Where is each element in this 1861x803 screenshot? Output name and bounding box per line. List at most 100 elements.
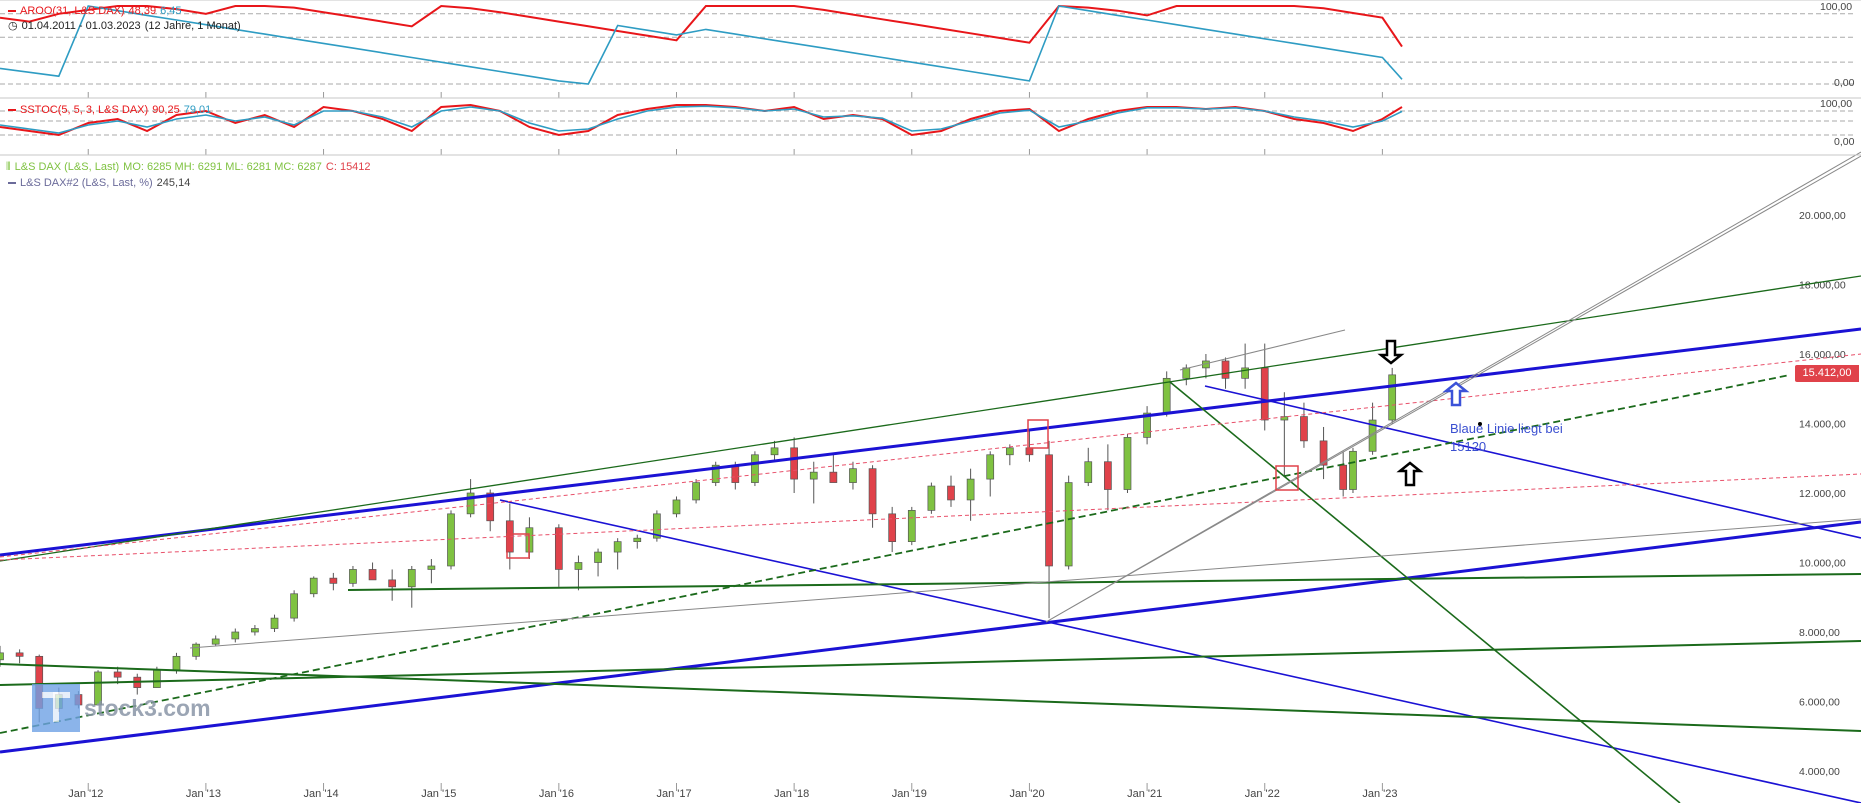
y-tick-label: 16.000,00 <box>1799 349 1846 361</box>
down-arrow-icon <box>1377 339 1405 365</box>
second-legend[interactable]: L&S DAX#2 (L&S, Last, %) 245,14 <box>8 177 194 190</box>
x-tick-label: Jan '15 <box>421 788 456 800</box>
highlight-box <box>1275 465 1299 491</box>
period-range: 01.04.2011 - 01.03.2023 <box>21 20 141 32</box>
candle-body <box>1339 464 1348 490</box>
x-tick-label: Jan '12 <box>68 788 103 800</box>
y-tick-label: 0,00 <box>1834 77 1855 89</box>
candle-body <box>172 655 181 671</box>
x-tick-label: Jan '16 <box>539 788 574 800</box>
main-label: L&S DAX (L&S, Last) <box>14 161 120 173</box>
trend-line <box>347 573 1861 591</box>
main-close: C: 15412 <box>325 161 371 173</box>
period-span: (12 Jahre, 1 Monat) <box>144 20 241 32</box>
candle-body <box>1260 367 1269 421</box>
series-line-signal <box>0 5 1403 85</box>
trend-line <box>189 518 1861 649</box>
candle-body <box>211 638 220 645</box>
highlight-box <box>506 533 530 559</box>
watermark: stock3.com <box>32 684 211 732</box>
sstoc-swatch-icon <box>8 109 16 112</box>
x-tick-label: Jan '13 <box>186 788 221 800</box>
candle-body <box>0 652 4 661</box>
x-tick-label: Jan '19 <box>892 788 927 800</box>
highlight-box <box>1027 419 1049 449</box>
aroon-label: AROO(31, L&S DAX) <box>20 5 125 17</box>
sstoc-legend[interactable]: SSTOC(5, 5, 3, L&S DAX) 90,25 79,01 <box>8 104 215 117</box>
candle-body <box>1241 367 1249 379</box>
candle-body <box>633 537 642 542</box>
trend-line <box>1204 385 1861 539</box>
second-label: L&S DAX#2 (L&S, Last, %) <box>20 177 153 189</box>
second-value: 245,14 <box>156 177 191 189</box>
candle-body <box>1300 416 1308 442</box>
candle-body <box>192 643 200 657</box>
candle-body <box>1349 450 1357 490</box>
candle-body <box>1280 416 1289 421</box>
candle-body <box>1182 367 1191 379</box>
up-arrow-icon <box>1396 461 1424 487</box>
candle-body <box>1104 461 1112 490</box>
trend-line <box>0 275 1861 562</box>
candle-body <box>613 541 622 553</box>
series-line-primary <box>0 4 1403 48</box>
y-tick-label: 20.000,00 <box>1799 210 1846 222</box>
main-ohlc: MO: 6285 MH: 6291 ML: 6281 MC: 6287 <box>123 161 322 173</box>
candle-body <box>790 447 798 480</box>
sstoc-panel: 100,00 0,00 <box>0 98 1855 155</box>
candle-body <box>907 510 916 542</box>
annotation-line-2: 15120 <box>1450 439 1487 454</box>
candle-body <box>594 551 602 563</box>
last-price-value: 15.412,00 <box>1802 367 1852 379</box>
candle-body <box>368 569 377 581</box>
trend-line <box>0 473 1861 561</box>
annotation-marker <box>1478 422 1482 426</box>
trend-line <box>0 353 1861 558</box>
candle-body <box>94 671 102 706</box>
trend-line <box>0 327 1861 557</box>
candle-body <box>270 617 279 629</box>
main-legend[interactable]: ⫴ L&S DAX (L&S, Last) MO: 6285 MH: 6291 ML… <box>6 161 375 174</box>
x-tick-label: Jan '14 <box>304 788 339 800</box>
x-tick-label: Jan '20 <box>1009 788 1044 800</box>
candle-body <box>947 485 955 501</box>
trend-line <box>0 520 1861 754</box>
aroon-legend[interactable]: AROO(31, L&S DAX) 48,39 6,45 <box>8 5 186 18</box>
candle-body <box>1064 482 1073 567</box>
up-arrow-icon <box>1442 381 1470 407</box>
candle-body <box>1388 374 1397 421</box>
candle-body <box>672 499 681 515</box>
candle-body <box>1084 461 1093 483</box>
y-tick-label: 8.000,00 <box>1799 627 1840 639</box>
candle-body <box>113 671 122 678</box>
candle-body <box>231 631 240 640</box>
x-tick-label: Jan '22 <box>1245 788 1280 800</box>
aroon-down-value: 6,45 <box>160 5 182 17</box>
candle-body <box>466 492 475 515</box>
candle-body <box>1025 447 1034 456</box>
y-tick-label: 100,00 <box>1820 1 1852 13</box>
y-tick-label: 14.000,00 <box>1799 419 1846 431</box>
candle-body <box>927 485 936 511</box>
y-tick-label: 12.000,00 <box>1799 488 1846 500</box>
candle-body <box>554 527 563 570</box>
period-legend[interactable]: ◷ 01.04.2011 - 01.03.2023 (12 Jahre, 1 Mon… <box>8 20 245 33</box>
y-tick-label: 4.000,00 <box>1799 766 1840 778</box>
candle-body <box>711 464 720 483</box>
candle-body <box>15 652 24 657</box>
candle-body <box>731 464 740 483</box>
candle-body <box>888 513 897 542</box>
trend-line <box>1179 329 1346 371</box>
x-tick-label: Jan '18 <box>774 788 809 800</box>
trend-line <box>0 374 1791 734</box>
x-tick-label: Jan '17 <box>656 788 691 800</box>
aroon-swatch-icon <box>8 10 16 13</box>
sstoc-k-value: 90,25 <box>152 104 180 116</box>
y-tick-label: 6.000,00 <box>1799 697 1840 709</box>
candle-body <box>751 454 759 483</box>
stock3-logo-icon <box>32 684 80 732</box>
candle-body <box>770 447 779 456</box>
candle-body <box>1123 437 1132 490</box>
candle-body <box>1162 377 1171 414</box>
